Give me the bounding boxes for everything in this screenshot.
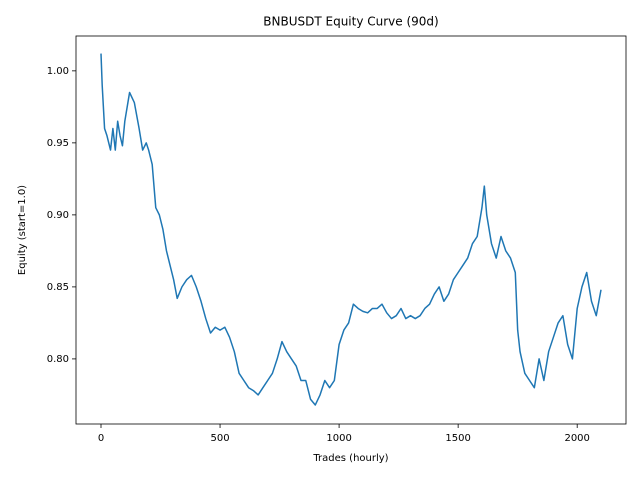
y-axis-label: Equity (start=1.0) — [17, 185, 28, 275]
y-tick-label: 0.95 — [47, 138, 69, 149]
x-tick-label: 2000 — [564, 433, 589, 444]
equity-line — [100, 53, 602, 406]
x-tick-label: 1500 — [445, 433, 470, 444]
y-tick-label: 0.90 — [47, 210, 69, 221]
y-tick-label: 0.85 — [47, 282, 69, 293]
y-tick-label: 0.80 — [47, 354, 69, 365]
x-tick-label: 1000 — [326, 433, 351, 444]
plot-frame — [75, 35, 627, 425]
y-tick-label: 1.00 — [47, 66, 69, 77]
x-tick-label: 500 — [211, 433, 230, 444]
chart-title: BNBUSDT Equity Curve (90d) — [263, 15, 438, 29]
x-axis-label: Trades (hourly) — [312, 453, 388, 464]
x-tick-label: 0 — [98, 433, 104, 444]
